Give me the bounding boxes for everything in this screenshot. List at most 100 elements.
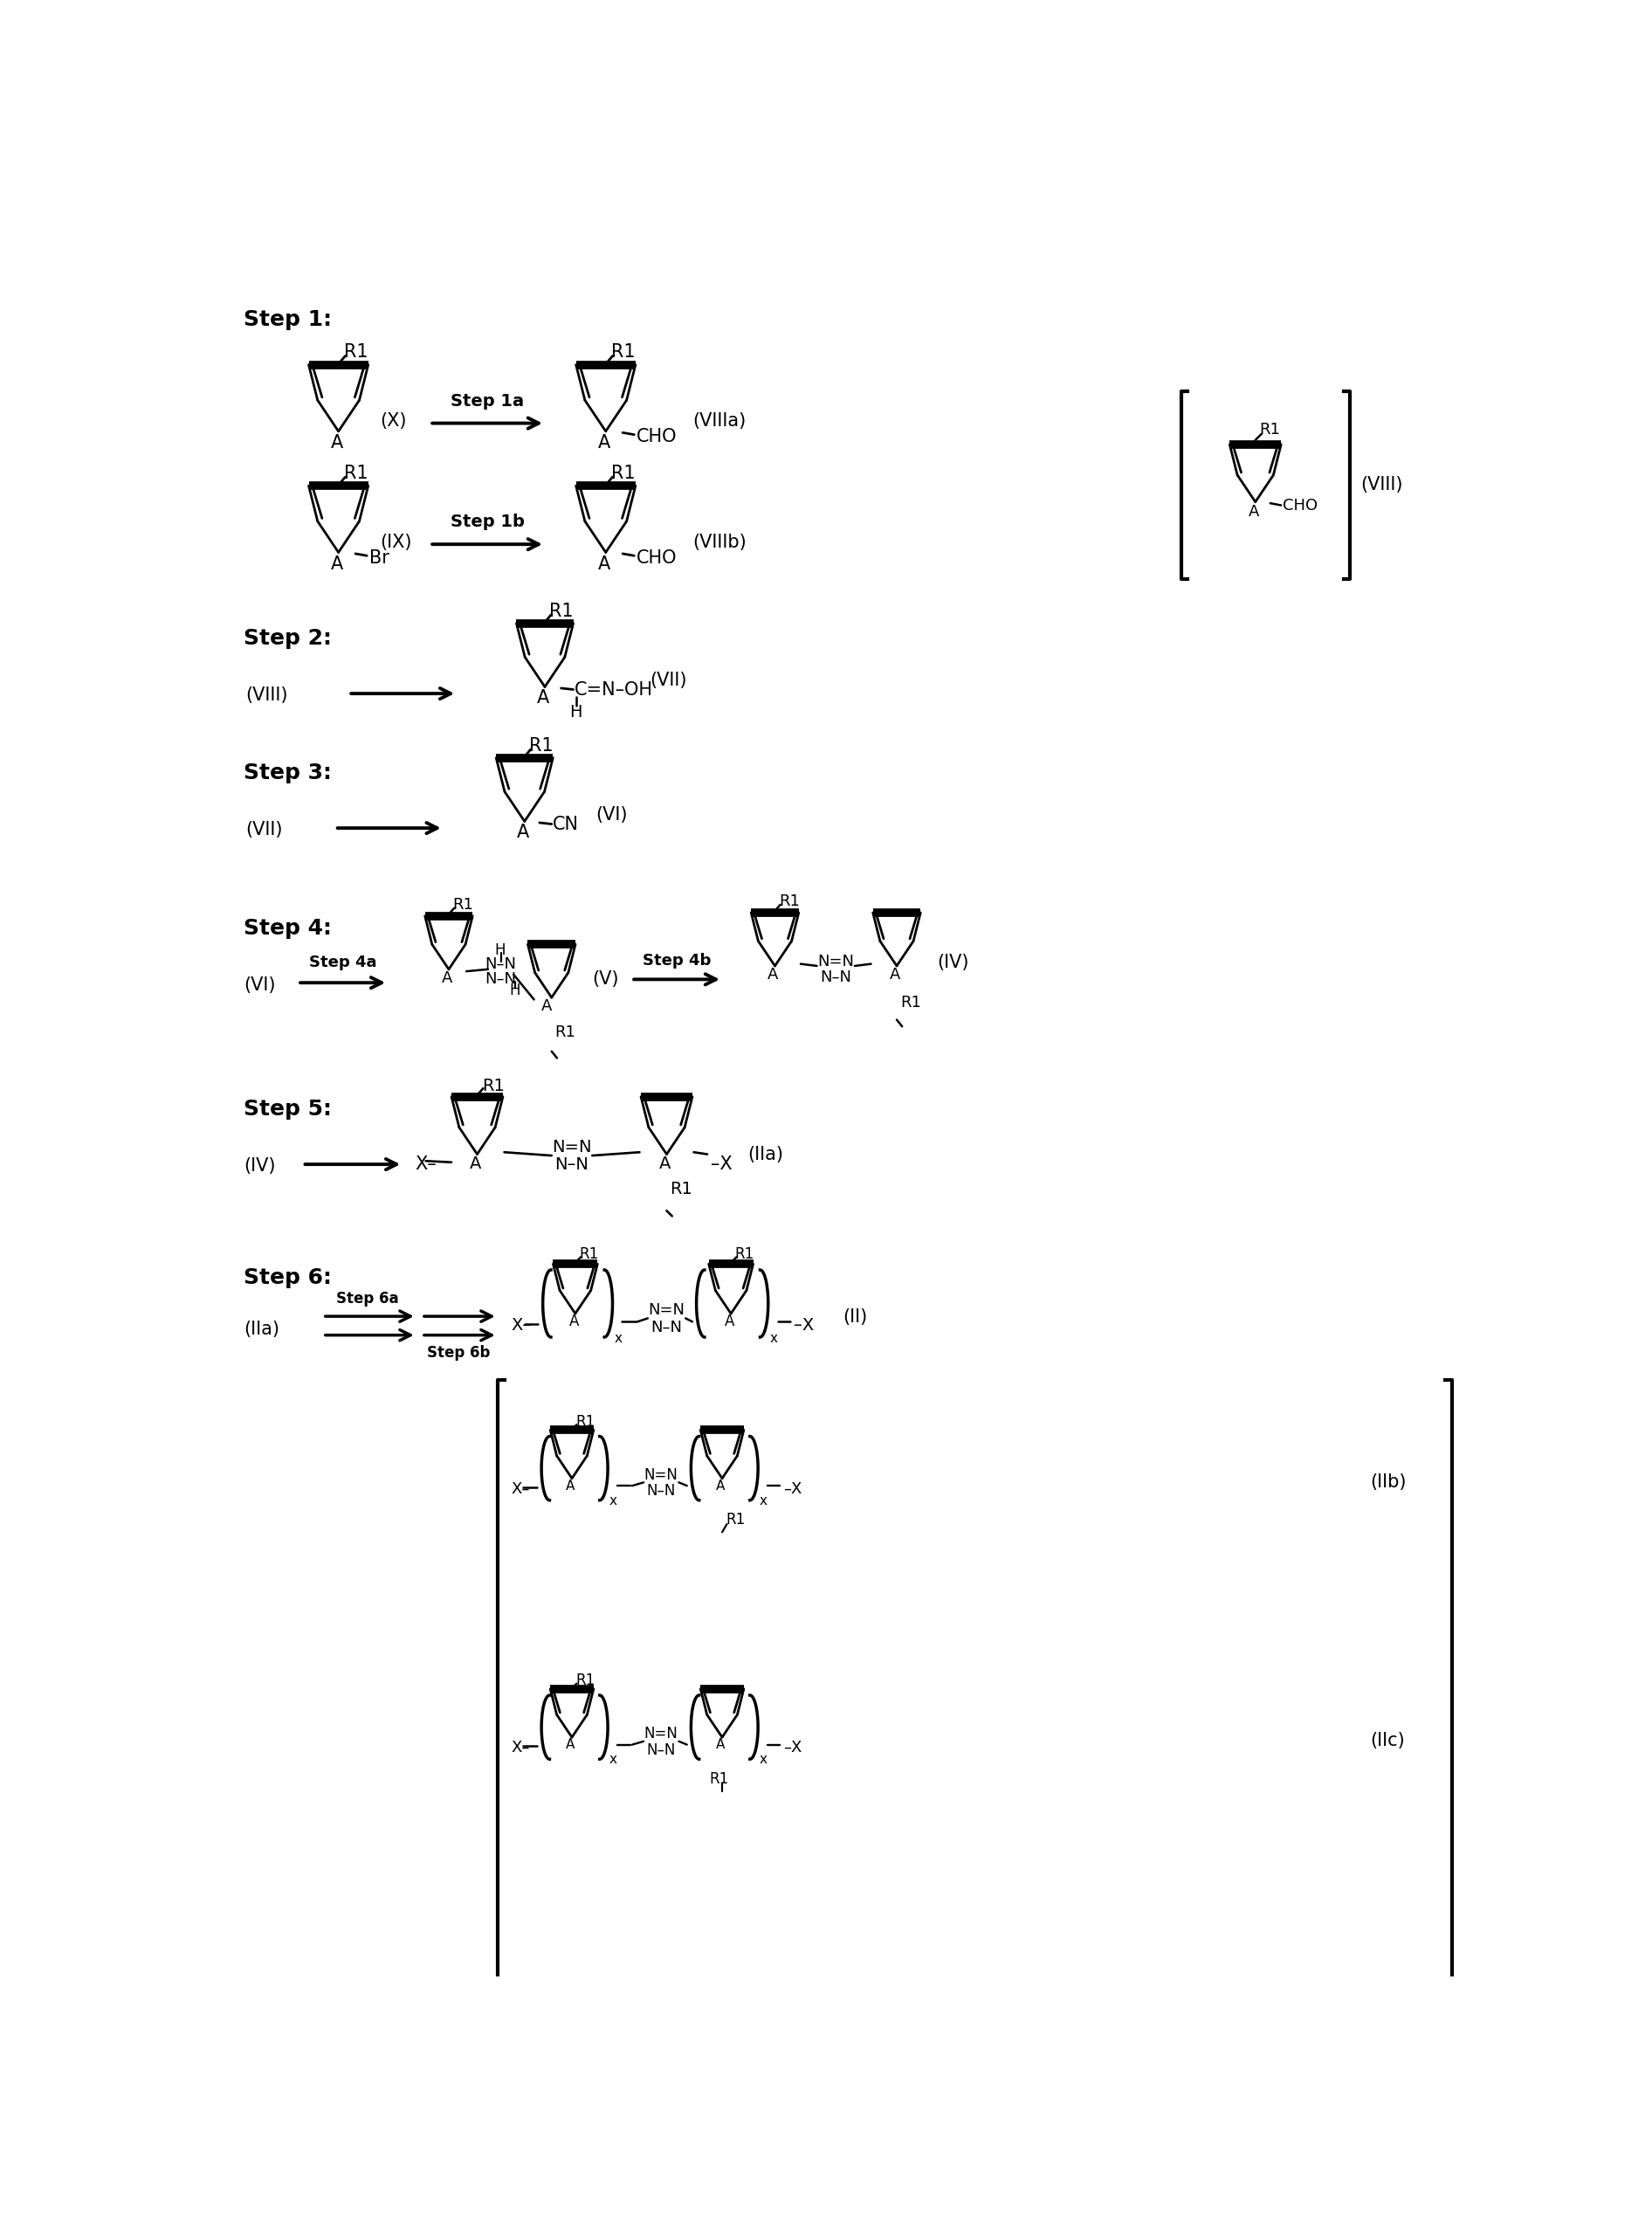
Text: (IIa): (IIa) (748, 1146, 783, 1164)
Text: N–N: N–N (651, 1319, 682, 1335)
Text: Step 2:: Step 2: (244, 629, 332, 649)
Text: (VII): (VII) (246, 822, 282, 840)
Text: R1: R1 (735, 1246, 755, 1262)
Text: x: x (610, 1495, 618, 1508)
Text: Step 5:: Step 5: (244, 1099, 332, 1119)
Text: A: A (598, 433, 611, 451)
Text: X–: X– (510, 1317, 532, 1335)
Text: N–N: N–N (555, 1157, 588, 1173)
Text: A: A (441, 971, 453, 986)
Text: –X: –X (710, 1155, 732, 1173)
Text: (IIc): (IIc) (1371, 1732, 1406, 1750)
Text: R1: R1 (482, 1077, 504, 1095)
Text: x: x (760, 1495, 767, 1508)
Text: R1: R1 (611, 344, 636, 360)
Text: –X: –X (795, 1317, 814, 1335)
Text: A: A (889, 966, 900, 982)
Text: N=N: N=N (644, 1726, 679, 1741)
Text: C=N–OH: C=N–OH (575, 682, 653, 700)
Text: R1: R1 (780, 893, 800, 908)
Text: x: x (610, 1752, 618, 1766)
Text: X–: X– (510, 1481, 530, 1497)
Text: A: A (725, 1315, 735, 1330)
Text: (VI): (VI) (244, 975, 276, 993)
Text: R1: R1 (453, 897, 474, 913)
Text: CHO: CHO (1282, 498, 1318, 513)
Text: A: A (568, 1315, 578, 1330)
Text: A: A (659, 1155, 671, 1173)
Text: N–N: N–N (484, 955, 515, 973)
Text: A: A (1249, 504, 1259, 520)
Text: CHO: CHO (636, 429, 677, 446)
Text: Step 1a: Step 1a (451, 393, 524, 409)
Text: (IIa): (IIa) (244, 1319, 279, 1337)
Text: (X): (X) (380, 413, 406, 431)
Text: A: A (717, 1479, 725, 1493)
Text: R1: R1 (900, 995, 920, 1011)
Text: A: A (330, 555, 344, 573)
Text: R1: R1 (575, 1672, 595, 1688)
Text: R1: R1 (555, 1024, 577, 1039)
Text: R1: R1 (344, 344, 368, 360)
Text: R1: R1 (580, 1246, 598, 1262)
Text: R1: R1 (611, 464, 636, 482)
Text: R1: R1 (575, 1415, 595, 1430)
Text: R1: R1 (344, 464, 368, 482)
Text: N–N: N–N (646, 1741, 676, 1757)
Text: R1: R1 (671, 1182, 692, 1197)
Text: N=N: N=N (818, 953, 854, 968)
Text: Step 4a: Step 4a (309, 955, 377, 971)
Text: Step 6b: Step 6b (426, 1344, 491, 1361)
Text: R1: R1 (550, 602, 573, 620)
Text: A: A (717, 1739, 725, 1750)
Text: (IX): (IX) (380, 533, 413, 551)
Text: R1: R1 (529, 737, 553, 755)
Text: A: A (330, 433, 344, 451)
Text: A: A (469, 1155, 482, 1173)
Text: A: A (537, 689, 550, 706)
Text: Step 6:: Step 6: (244, 1268, 332, 1288)
Text: H: H (509, 984, 520, 999)
Text: Br: Br (368, 549, 388, 566)
Text: N–N: N–N (819, 971, 851, 986)
Text: (VI): (VI) (596, 806, 628, 824)
Text: x: x (615, 1333, 621, 1346)
Text: (V): (V) (591, 971, 620, 988)
Text: X–: X– (415, 1155, 436, 1173)
Text: (IIb): (IIb) (1371, 1473, 1406, 1490)
Text: (II): (II) (843, 1308, 867, 1326)
Text: A: A (768, 966, 778, 982)
Text: N=N: N=N (644, 1468, 679, 1484)
Text: CN: CN (553, 815, 580, 833)
Text: R1: R1 (709, 1770, 729, 1788)
Text: A: A (598, 555, 611, 573)
Text: Step 3:: Step 3: (244, 762, 332, 784)
Text: x: x (760, 1752, 767, 1766)
Text: N=N: N=N (648, 1302, 686, 1317)
Text: Step 6a: Step 6a (337, 1290, 398, 1306)
Text: Step 1b: Step 1b (451, 513, 524, 531)
Text: (IV): (IV) (937, 953, 970, 971)
Text: N–N: N–N (646, 1484, 676, 1499)
Text: (VIIIb): (VIIIb) (692, 533, 747, 551)
Text: R1: R1 (725, 1513, 745, 1528)
Text: –X: –X (783, 1741, 803, 1757)
Text: (VII): (VII) (649, 671, 687, 689)
Text: CHO: CHO (636, 549, 677, 566)
Text: (VIII): (VIII) (1360, 475, 1403, 493)
Text: X–: X– (510, 1741, 530, 1757)
Text: –X: –X (783, 1481, 803, 1497)
Text: H: H (494, 942, 506, 957)
Text: A: A (567, 1479, 575, 1493)
Text: Step 4:: Step 4: (244, 917, 332, 939)
Text: A: A (567, 1739, 575, 1750)
Text: (VIIIa): (VIIIa) (692, 413, 745, 431)
Text: (IV): (IV) (244, 1157, 276, 1175)
Text: A: A (540, 999, 552, 1015)
Text: A: A (517, 824, 529, 842)
Text: Step 1:: Step 1: (244, 309, 332, 331)
Text: (VIII): (VIII) (246, 686, 287, 704)
Text: x: x (770, 1333, 778, 1346)
Text: R1: R1 (1259, 422, 1280, 438)
Text: Step 4b: Step 4b (643, 953, 710, 968)
